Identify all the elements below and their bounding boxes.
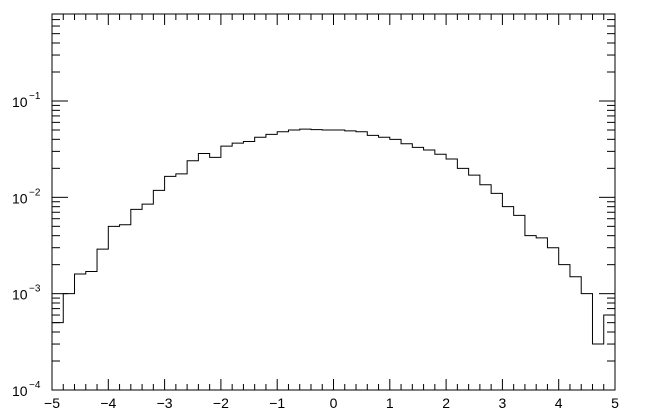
y-tick-label-exponent: −3 <box>29 284 41 295</box>
y-tick-label: 10 −3 <box>12 284 41 303</box>
y-tick-label-exponent: −4 <box>29 380 41 391</box>
x-tick-label: 1 <box>386 395 394 411</box>
x-axis-tick-labels: −5 −4 −3 −2 −1 0 1 2 3 4 5 <box>44 395 619 411</box>
x-tick-label: −5 <box>44 395 60 411</box>
y-tick-label-base: 10 <box>12 383 28 399</box>
x-tick-label: 4 <box>555 395 563 411</box>
x-tick-label: −1 <box>269 395 285 411</box>
x-tick-label: 2 <box>442 395 450 411</box>
x-tick-label: −2 <box>213 395 229 411</box>
y-tick-label-base: 10 <box>12 94 28 110</box>
y-tick-label: 10 −1 <box>12 91 41 110</box>
y-tick-label: 10 −4 <box>12 380 41 399</box>
x-tick-label: 5 <box>611 395 619 411</box>
histogram-series-line <box>52 128 615 345</box>
y-tick-label-exponent: −2 <box>29 187 41 198</box>
y-axis-tick-labels: 10−110−210−310−4 <box>12 91 41 399</box>
y-tick-label-exponent: −1 <box>29 91 41 102</box>
y-tick-label-base: 10 <box>12 190 28 206</box>
plot-frame <box>51 13 616 391</box>
y-tick-label: 10 −2 <box>12 187 41 206</box>
x-tick-label: 0 <box>330 395 338 411</box>
y-tick-label-base: 10 <box>12 287 28 303</box>
x-tick-label: 3 <box>499 395 507 411</box>
x-tick-label: −3 <box>157 395 173 411</box>
x-tick-label: −4 <box>100 395 116 411</box>
